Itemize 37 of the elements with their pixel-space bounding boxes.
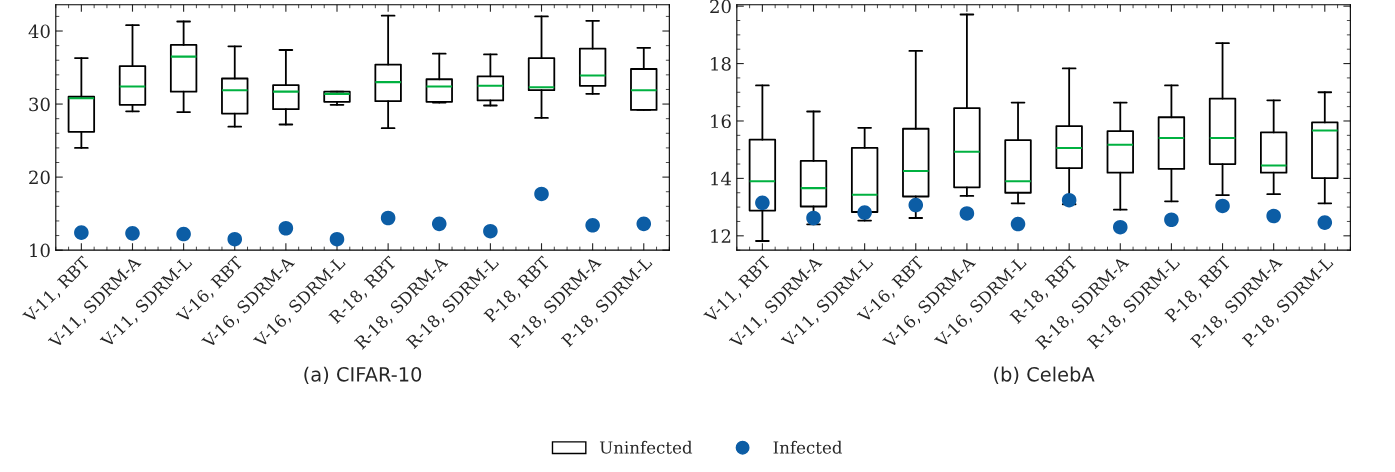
point: [431, 216, 447, 232]
point: [380, 210, 396, 226]
y-tick-label: 14: [711, 171, 732, 186]
point: [278, 220, 294, 236]
legend-label: Uninfected: [599, 440, 693, 454]
point: [534, 186, 549, 202]
point: [227, 231, 243, 247]
point: [1113, 219, 1128, 235]
point: [585, 218, 600, 233]
point: [857, 205, 872, 220]
point: [483, 223, 498, 239]
y-tick-label: 16: [711, 114, 731, 129]
point: [1317, 215, 1333, 230]
point: [1164, 212, 1179, 228]
point: [329, 231, 345, 247]
legend-label: Infected: [773, 440, 843, 454]
x-axis-title: (b) CelebA: [994, 366, 1095, 384]
y-tick-label: 20: [710, 0, 731, 14]
point: [1266, 208, 1281, 224]
point: [806, 210, 821, 226]
point: [636, 216, 652, 232]
y-tick-label: 10: [30, 243, 50, 258]
y-tick-label: 20: [29, 170, 50, 185]
x-axis-title: (a) CIFAR-10: [304, 366, 422, 384]
y-tick-label: 30: [29, 97, 50, 112]
y-tick-label: 12: [711, 229, 731, 243]
y-tick-label: 18: [711, 57, 731, 71]
point: [908, 197, 924, 213]
y-tick-label: 40: [28, 24, 50, 39]
point: [755, 195, 770, 211]
point: [1215, 198, 1230, 214]
point: [1061, 192, 1077, 208]
point: [74, 225, 89, 240]
point: [176, 226, 191, 242]
point: [1010, 216, 1026, 232]
point: [125, 226, 140, 241]
point: [959, 206, 975, 221]
